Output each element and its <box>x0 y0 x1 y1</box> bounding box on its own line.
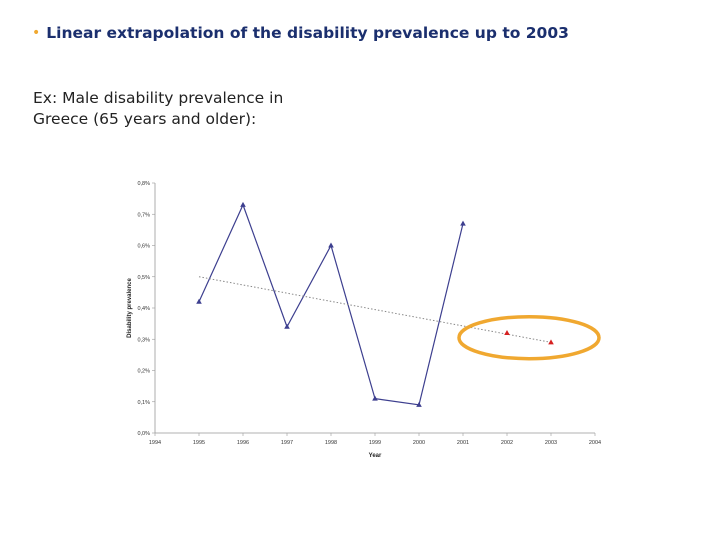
y-tick-label: 0,5% <box>137 275 150 281</box>
x-tick-label: 2002 <box>501 440 513 446</box>
x-tick-label: 1995 <box>193 440 205 446</box>
observed-point <box>196 298 202 304</box>
x-tick-label: 1994 <box>149 440 161 446</box>
trend-line <box>198 276 552 343</box>
x-tick-label: 2000 <box>413 440 425 446</box>
x-tick-label: 1998 <box>325 440 337 446</box>
highlight-ellipse <box>457 314 601 361</box>
example-caption-line-2: Greece (65 years and older): <box>33 110 257 128</box>
y-axis-title: Disability prevalence <box>127 277 133 337</box>
y-tick-label: 0,1% <box>137 400 150 406</box>
y-tick-label: 0,4% <box>137 306 150 312</box>
heading-row: • Linear extrapolation of the disability… <box>32 24 569 42</box>
observed-series-line <box>198 203 464 406</box>
y-tick-label: 0,7% <box>137 212 150 218</box>
x-tick-label: 2003 <box>545 440 557 446</box>
x-tick-label: 1997 <box>281 440 293 446</box>
observed-point <box>372 395 378 401</box>
observed-point <box>460 220 466 226</box>
example-caption-line-1: Ex: Male disability prevalence in <box>33 89 284 107</box>
x-tick-label: 1999 <box>369 440 381 446</box>
y-tick-label: 0,6% <box>137 244 150 250</box>
extrapolated-point <box>548 339 554 345</box>
x-tick-label: 2001 <box>457 440 469 446</box>
extrapolated-point <box>504 330 510 335</box>
y-tick-label: 0,3% <box>137 337 150 343</box>
y-tick-label: 0,0% <box>137 431 150 437</box>
x-tick-label: 2004 <box>589 440 601 446</box>
y-tick-label: 0,2% <box>137 369 150 375</box>
observed-point <box>284 323 290 329</box>
x-tick-label: 1996 <box>237 440 249 446</box>
observed-point <box>416 401 422 407</box>
y-tick-label: 0,8% <box>137 181 150 187</box>
bullet-icon: • <box>32 25 41 41</box>
x-axis-title: Year <box>369 453 382 459</box>
observed-point <box>240 201 246 207</box>
example-caption: Ex: Male disability prevalence in Greece… <box>33 88 283 130</box>
slide-heading: Linear extrapolation of the disability p… <box>46 24 569 42</box>
observed-point <box>328 242 334 248</box>
